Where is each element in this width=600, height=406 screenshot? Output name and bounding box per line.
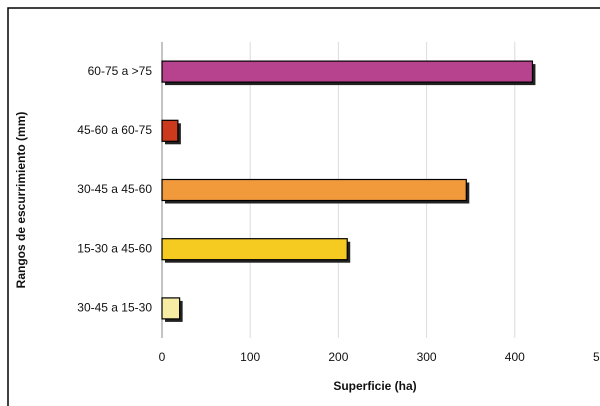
bar — [161, 178, 467, 202]
x-tick-label: 100 — [240, 350, 260, 364]
y-tick-label: 45-60 a 60-75 — [77, 123, 152, 137]
x-tick-label: 400 — [505, 350, 525, 364]
x-axis-label: Superficie (ha) — [333, 379, 416, 393]
x-tick-label: 300 — [417, 350, 437, 364]
bar — [161, 297, 181, 320]
x-tick-label: 500 — [593, 350, 600, 364]
y-axis-label: Rangos de escurrimiento (mm) — [14, 112, 28, 289]
y-tick-label: 30-45 a 45-60 — [77, 182, 152, 196]
bar — [161, 60, 534, 83]
frame — [7, 7, 600, 406]
y-tick-label: 15-30 a 45-60 — [77, 241, 152, 255]
y-tick-label: 60-75 a >75 — [88, 64, 153, 78]
x-tick-label: 0 — [159, 350, 166, 364]
y-tick-label: 30-45 a 15-30 — [77, 301, 152, 315]
bar — [161, 238, 348, 261]
bar — [161, 119, 179, 142]
x-tick-label: 200 — [328, 350, 348, 364]
